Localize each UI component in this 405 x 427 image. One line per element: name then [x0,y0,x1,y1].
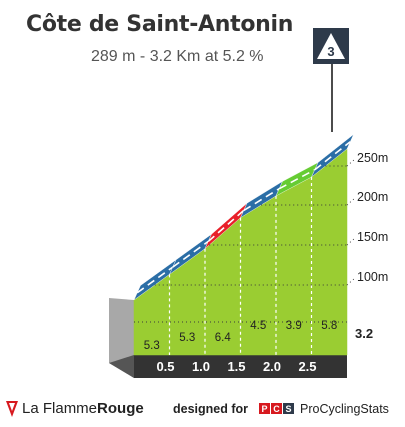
altitude-tick-label: 100m [357,270,388,284]
climb-profile-chart: 100m 150m 200m 250m 5.3 5.3 6.4 4.5 3.9 5.8 0.5 1.0… [109,64,388,378]
altitude-tick-label: 200m [357,190,388,204]
gradient-segment [311,134,354,178]
road-centre-line [243,187,280,212]
category-badge: 3 [313,28,349,64]
svg-text:S: S [285,404,291,414]
gradient-label: 4.5 [250,320,266,332]
gradient-label: 6.4 [215,332,232,344]
total-distance-label: 3.2 [355,326,373,341]
gradient-label: 5.3 [179,332,195,344]
svg-text:P: P [261,404,267,414]
svg-text:C: C [273,404,280,414]
distance-base [134,355,347,378]
road-centre-line [278,169,316,190]
altitude-tick-label: 150m [357,230,388,244]
distance-tick-label: 1.5 [227,359,245,374]
gradient-label: 3.9 [286,320,302,332]
climb-stats: 289 m - 3.2 Km at 5.2 % [91,48,264,65]
distance-tick-label: 2.0 [263,359,281,374]
altitude-tick-label: 250m [357,151,388,165]
pcs-logo: P C S [259,403,294,414]
distance-tick-label: 1.0 [192,359,210,374]
climb-title: Côte de Saint-Antonin [26,12,294,37]
road-centre-line [136,266,174,294]
category-label: 3 [327,44,334,59]
distance-base-side [109,355,134,378]
altitude-gridline-3d [346,158,356,167]
distance-tick-label: 0.5 [156,359,174,374]
procyclingstats-label: ProCyclingStats [300,402,389,416]
distance-tick-label: 2.5 [298,359,316,374]
road-centre-line [314,141,351,171]
flamme-rouge-logo [6,401,18,417]
road-centre-line [207,209,245,243]
brand-name: La FlammeRouge [22,400,144,417]
altitude-gridline-3d [346,277,356,286]
designed-for-label: designed for [173,402,249,416]
altitude-gridline-3d [346,237,356,246]
road-centre-line [172,240,209,268]
gradient-label: 5.3 [144,340,160,352]
footer: La FlammeRouge designed for P C S ProCyc… [0,398,405,424]
altitude-gridline-3d [346,197,356,206]
gradient-label: 5.8 [321,320,337,332]
